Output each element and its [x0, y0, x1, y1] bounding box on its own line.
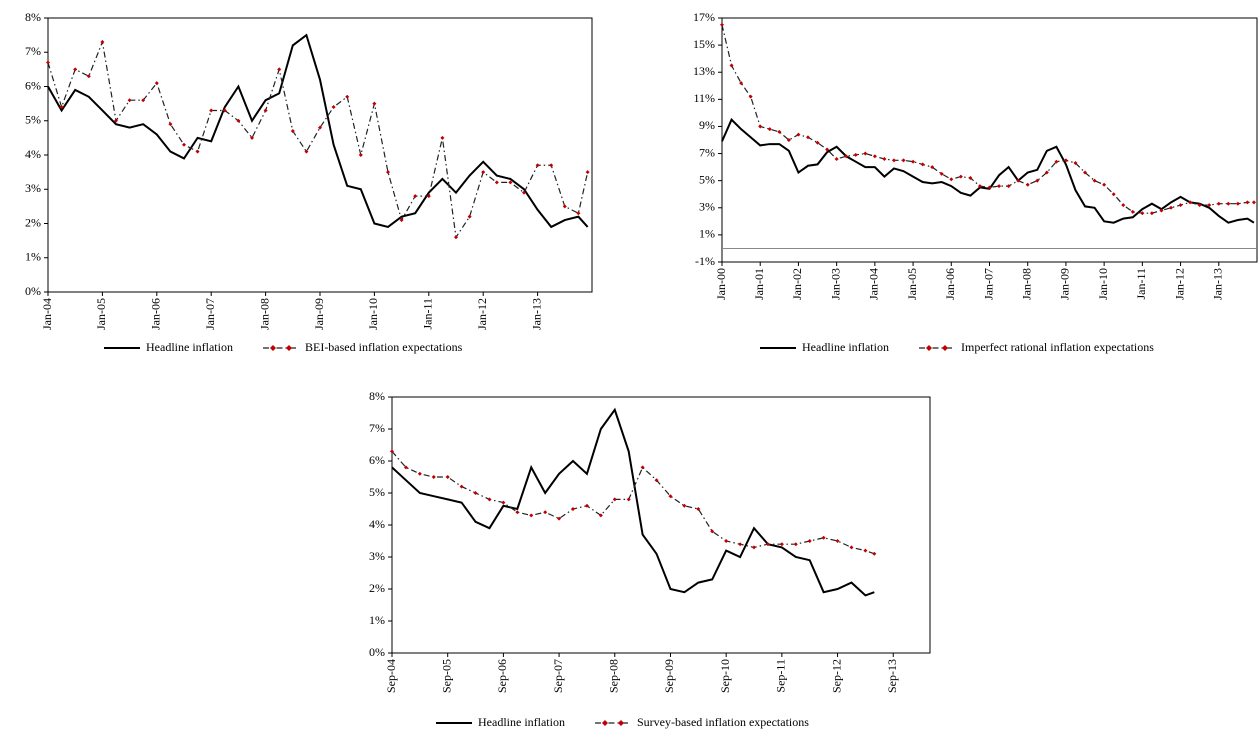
y-tick-label: 1% — [369, 613, 385, 627]
y-tick-label: 5% — [25, 113, 41, 127]
x-tick-label: Jan-11 — [421, 298, 435, 330]
y-tick-label: 0% — [25, 284, 41, 298]
x-tick-label: Jan-05 — [905, 268, 919, 300]
y-tick-label: 5% — [369, 485, 385, 499]
x-tick-label: Jan-08 — [257, 298, 271, 330]
x-tick-label: Jan-06 — [943, 268, 957, 300]
y-tick-label: 4% — [25, 147, 41, 161]
x-tick-label: Sep-06 — [495, 659, 509, 693]
x-tick-label: Jan-11 — [1134, 268, 1148, 300]
legend-marker — [941, 345, 948, 351]
y-tick-label: 5% — [699, 172, 715, 186]
y-tick-label: 6% — [369, 453, 385, 467]
x-tick-label: Jan-07 — [981, 268, 995, 300]
legend-label: Imperfect rational inflation expectation… — [961, 340, 1154, 354]
x-tick-label: Jan-00 — [714, 268, 728, 300]
plot-frame — [391, 396, 931, 654]
y-tick-label: -1% — [695, 254, 715, 268]
y-tick-label: 15% — [693, 37, 715, 51]
x-tick-label: Jan-06 — [149, 298, 163, 330]
x-tick-label: Sep-10 — [718, 659, 732, 693]
series-line — [720, 22, 1256, 216]
x-tick-label: Jan-04 — [40, 298, 54, 330]
x-tick-label: Jan-10 — [1096, 268, 1110, 300]
x-tick-label: Sep-12 — [829, 659, 843, 693]
legend-label: Survey-based inflation expectations — [637, 715, 809, 729]
series-line — [390, 449, 877, 556]
x-tick-label: Jan-13 — [529, 298, 543, 330]
x-tick-label: Jan-07 — [203, 298, 217, 330]
y-tick-label: 3% — [699, 200, 715, 214]
x-tick-label: Jan-03 — [828, 268, 842, 300]
x-tick-label: Sep-08 — [607, 659, 621, 693]
legend-label: Headline inflation — [146, 340, 233, 354]
x-tick-label: Sep-07 — [551, 659, 565, 693]
legend-marker — [925, 345, 932, 351]
y-tick-label: 17% — [693, 10, 715, 24]
x-tick-label: Sep-05 — [439, 659, 453, 693]
x-tick-label: Jan-09 — [312, 298, 326, 330]
y-tick-label: 1% — [699, 227, 715, 241]
legend-marker — [285, 345, 292, 351]
legend-label: Headline inflation — [478, 715, 565, 729]
plot-frame — [47, 17, 593, 293]
y-tick-label: 3% — [25, 181, 41, 195]
series-line — [46, 39, 590, 240]
legend-label: BEI-based inflation expectations — [305, 340, 463, 354]
y-tick-label: 9% — [699, 118, 715, 132]
legend-marker — [601, 720, 608, 726]
series-line — [47, 33, 589, 229]
x-tick-label: Jan-13 — [1211, 268, 1225, 300]
plot-frame — [721, 17, 1258, 263]
legend-marker — [269, 345, 276, 351]
y-tick-label: 7% — [25, 44, 41, 58]
x-tick-label: Jan-05 — [94, 298, 108, 330]
x-tick-label: Sep-13 — [885, 659, 899, 693]
y-tick-label: 7% — [369, 421, 385, 435]
y-tick-label: 1% — [25, 250, 41, 264]
x-tick-label: Sep-04 — [384, 659, 398, 693]
series-line — [391, 407, 875, 597]
y-tick-label: 4% — [369, 517, 385, 531]
y-tick-label: 2% — [369, 581, 385, 595]
legend-marker — [617, 720, 624, 726]
y-tick-label: 2% — [25, 215, 41, 229]
x-tick-label: Jan-10 — [366, 298, 380, 330]
y-tick-label: 6% — [25, 78, 41, 92]
x-tick-label: Jan-02 — [790, 268, 804, 300]
y-tick-label: 3% — [369, 549, 385, 563]
x-tick-label: Jan-12 — [475, 298, 489, 330]
y-tick-label: 8% — [25, 10, 41, 24]
y-tick-label: 11% — [693, 91, 715, 105]
y-tick-label: 8% — [369, 389, 385, 403]
y-tick-label: 7% — [699, 145, 715, 159]
x-tick-label: Sep-09 — [662, 659, 676, 693]
x-tick-label: Jan-12 — [1172, 268, 1186, 300]
x-tick-label: Jan-08 — [1019, 268, 1033, 300]
x-tick-label: Sep-11 — [774, 659, 788, 693]
x-tick-label: Jan-04 — [867, 268, 881, 300]
y-tick-label: 0% — [369, 645, 385, 659]
x-tick-label: Jan-09 — [1058, 268, 1072, 300]
x-tick-label: Jan-01 — [752, 268, 766, 300]
legend-label: Headline inflation — [802, 340, 889, 354]
y-tick-label: 13% — [693, 64, 715, 78]
